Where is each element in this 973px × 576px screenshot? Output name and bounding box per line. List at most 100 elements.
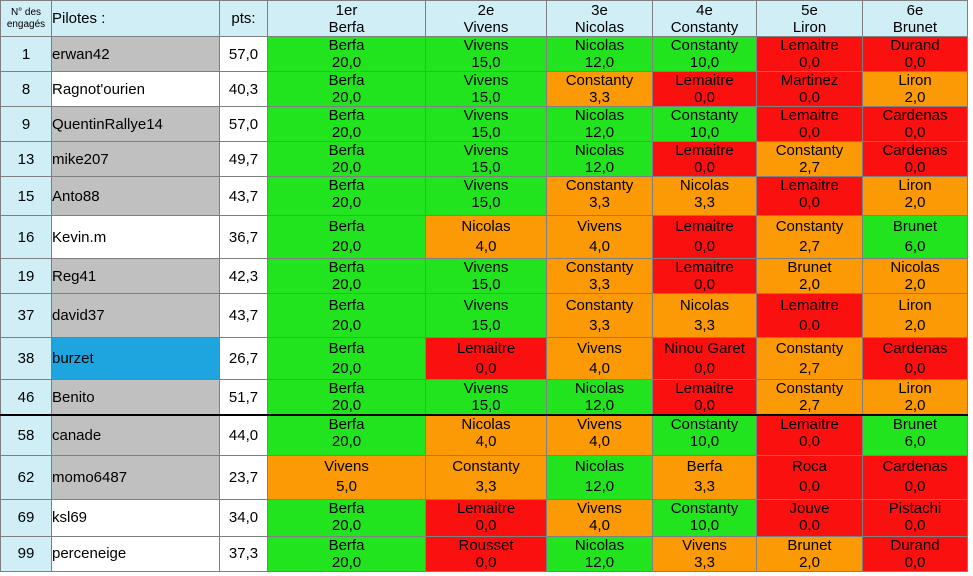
- pilot-name: momo6487: [51, 454, 220, 500]
- predicted-driver: Vivens: [577, 416, 622, 433]
- prediction-cell: Vivens 15,0: [425, 36, 547, 72]
- position-driver: Constanty: [670, 18, 739, 36]
- pilot-name: canade: [51, 414, 220, 456]
- predicted-driver: Berfa: [328, 142, 365, 160]
- prediction-score: 20,0: [331, 316, 362, 334]
- predicted-driver: Constanty: [565, 259, 634, 277]
- prediction-score: 15,0: [471, 316, 501, 334]
- pilot-row: 58 canade 44,0 Berfa 20,0 Nicolas 4,0 Vivens 4,0…: [0, 414, 968, 456]
- prediction-score: 3,3: [589, 276, 610, 293]
- prediction-score: 20,0: [331, 359, 362, 377]
- entry-number: 46: [0, 379, 52, 416]
- prediction-score: 10,0: [689, 124, 720, 141]
- predicted-driver: Constanty: [670, 416, 739, 433]
- prediction-score: 12,0: [584, 54, 615, 71]
- predicted-driver: Vivens: [463, 259, 509, 277]
- prediction-score: 12,0: [584, 159, 615, 176]
- pilot-name: mike207: [51, 141, 220, 177]
- total-points: 40,3: [219, 71, 268, 107]
- prediction-cell: Jouve 0,0: [756, 498, 863, 537]
- prediction-cell: Brunet 6,0: [862, 414, 968, 456]
- position-rank: 2e: [477, 1, 495, 19]
- total-points: 36,7: [219, 215, 268, 259]
- prediction-score: 12,0: [584, 397, 615, 414]
- predicted-driver: Berfa: [328, 536, 365, 554]
- prediction-cell: Constanty 2,7: [756, 215, 863, 259]
- prediction-cell: Lemaitre 0,0: [756, 414, 863, 456]
- entry-number: 58: [0, 414, 52, 456]
- pilot-row: 19 Reg41 42,3 Berfa 20,0 Vivens 15,0 Constanty 3…: [0, 258, 968, 294]
- predicted-driver: Lemaitre: [780, 416, 839, 433]
- prediction-cell: Vivens 15,0: [425, 176, 547, 216]
- predicted-driver: Constanty: [565, 296, 634, 314]
- prediction-score: 2,7: [799, 159, 820, 176]
- pilot-row: 13 mike207 49,7 Berfa 20,0 Vivens 15,0 Nicolas 1…: [0, 141, 968, 177]
- prediction-cell: Berfa 20,0: [267, 337, 426, 380]
- prediction-cell: Martinez 0,0: [756, 71, 863, 107]
- predicted-driver: Jouve: [789, 499, 830, 517]
- predicted-driver: Constanty: [452, 458, 520, 475]
- pilot-row: 37 david37 43,7 Berfa 20,0 Vivens 15,0 Constant…: [0, 293, 968, 338]
- total-points: 51,7: [219, 379, 268, 416]
- prediction-cell: Berfa 20,0: [267, 36, 426, 72]
- prediction-score: 4,0: [589, 433, 610, 450]
- prediction-cell: Nicolas 12,0: [546, 454, 653, 500]
- prediction-cell: Vivens 15,0: [425, 258, 547, 294]
- position-header: 4e Constanty: [652, 0, 757, 37]
- predicted-driver: Lemaitre: [675, 259, 734, 277]
- predicted-driver: Constanty: [775, 142, 844, 160]
- prediction-score: 0,0: [904, 553, 926, 571]
- predicted-driver: Brunet: [787, 259, 832, 277]
- prediction-score: 6,0: [904, 238, 926, 255]
- predicted-driver: Pistachi: [888, 499, 942, 517]
- prediction-score: 2,0: [904, 397, 926, 414]
- predicted-driver: Berfa: [328, 218, 365, 235]
- predicted-driver: Constanty: [775, 339, 844, 357]
- prediction-score: 15,0: [471, 194, 501, 211]
- prediction-cell: Berfa 20,0: [267, 215, 426, 259]
- predicted-driver: Lemaitre: [675, 380, 734, 397]
- total-points: 49,7: [219, 141, 268, 177]
- predicted-driver: Constanty: [670, 37, 739, 55]
- prediction-score: 3,3: [694, 194, 715, 211]
- prediction-score: 0,0: [799, 194, 820, 211]
- prediction-cell: Lemaitre 0,0: [652, 379, 757, 416]
- prediction-score: 0,0: [799, 433, 820, 450]
- prediction-score: 3,3: [475, 478, 497, 495]
- prediction-score: 2,0: [904, 276, 926, 293]
- prediction-cell: Lemaitre 0,0: [652, 258, 757, 294]
- prediction-score: 4,0: [475, 238, 497, 255]
- predicted-driver: Lemaitre: [456, 339, 516, 357]
- predicted-driver: Berfa: [328, 416, 365, 433]
- prediction-score: 0,0: [904, 54, 926, 71]
- prediction-cell: Lemaitre 0,0: [756, 176, 863, 216]
- pilot-row: 99 perceneige 37,3 Berfa 20,0 Rousset 0,0 Nicol…: [0, 535, 968, 572]
- total-points: 26,7: [219, 337, 268, 380]
- prediction-score: 15,0: [471, 397, 501, 414]
- predicted-driver: Liron: [898, 380, 932, 397]
- prediction-score: 2,0: [904, 194, 926, 211]
- prediction-score: 15,0: [471, 124, 501, 141]
- entry-number: 8: [0, 71, 52, 107]
- prediction-score: 12,0: [584, 124, 615, 141]
- prediction-cell: Liron 2,0: [862, 176, 968, 216]
- prediction-cell: Vivens 3,3: [652, 535, 757, 572]
- entry-number: 99: [0, 535, 52, 572]
- position-rank: 3e: [591, 1, 608, 19]
- total-points: 43,7: [219, 176, 268, 216]
- entry-number: 16: [0, 215, 52, 259]
- prediction-cell: Constanty 2,7: [756, 337, 863, 380]
- predicted-driver: Constanty: [670, 499, 739, 517]
- prediction-score: 0,0: [475, 553, 497, 571]
- prediction-cell: Berfa 20,0: [267, 141, 426, 177]
- predicted-driver: Berfa: [328, 380, 365, 397]
- prediction-score: 3,3: [694, 478, 715, 495]
- prediction-score: 0,0: [799, 54, 820, 71]
- predicted-driver: Nicolas: [461, 218, 511, 235]
- predicted-driver: Cardenas: [882, 107, 948, 125]
- prediction-cell: Nicolas 12,0: [546, 535, 653, 572]
- prediction-cell: Berfa 20,0: [267, 498, 426, 537]
- prediction-cell: Lemaitre 0,0: [756, 36, 863, 72]
- predicted-driver: Berfa: [328, 296, 365, 314]
- position-header: 1er Berfa: [267, 0, 426, 37]
